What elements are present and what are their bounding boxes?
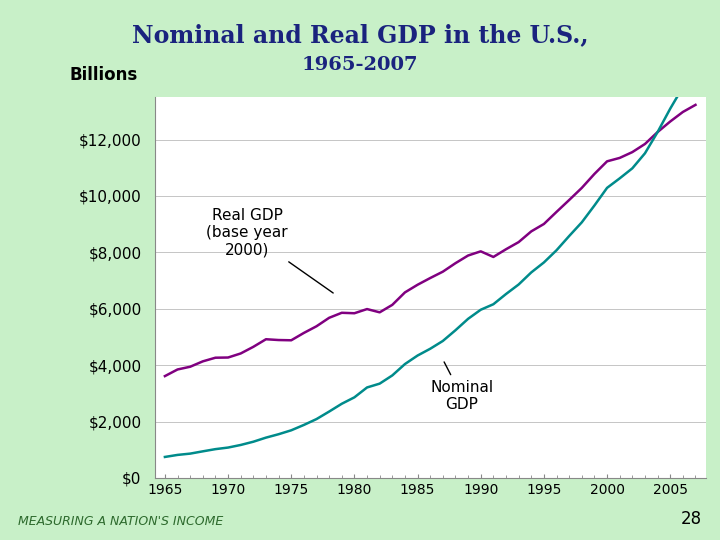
Text: Real GDP
(base year
2000): Real GDP (base year 2000) (206, 208, 333, 293)
Text: MEASURING A NATION'S INCOME: MEASURING A NATION'S INCOME (18, 515, 223, 528)
Text: Nominal and Real GDP in the U.S.,: Nominal and Real GDP in the U.S., (132, 23, 588, 47)
Text: Nominal
GDP: Nominal GDP (431, 362, 493, 413)
Text: Billions: Billions (69, 66, 138, 84)
Text: 28: 28 (681, 510, 702, 528)
Text: 1965-2007: 1965-2007 (302, 56, 418, 74)
